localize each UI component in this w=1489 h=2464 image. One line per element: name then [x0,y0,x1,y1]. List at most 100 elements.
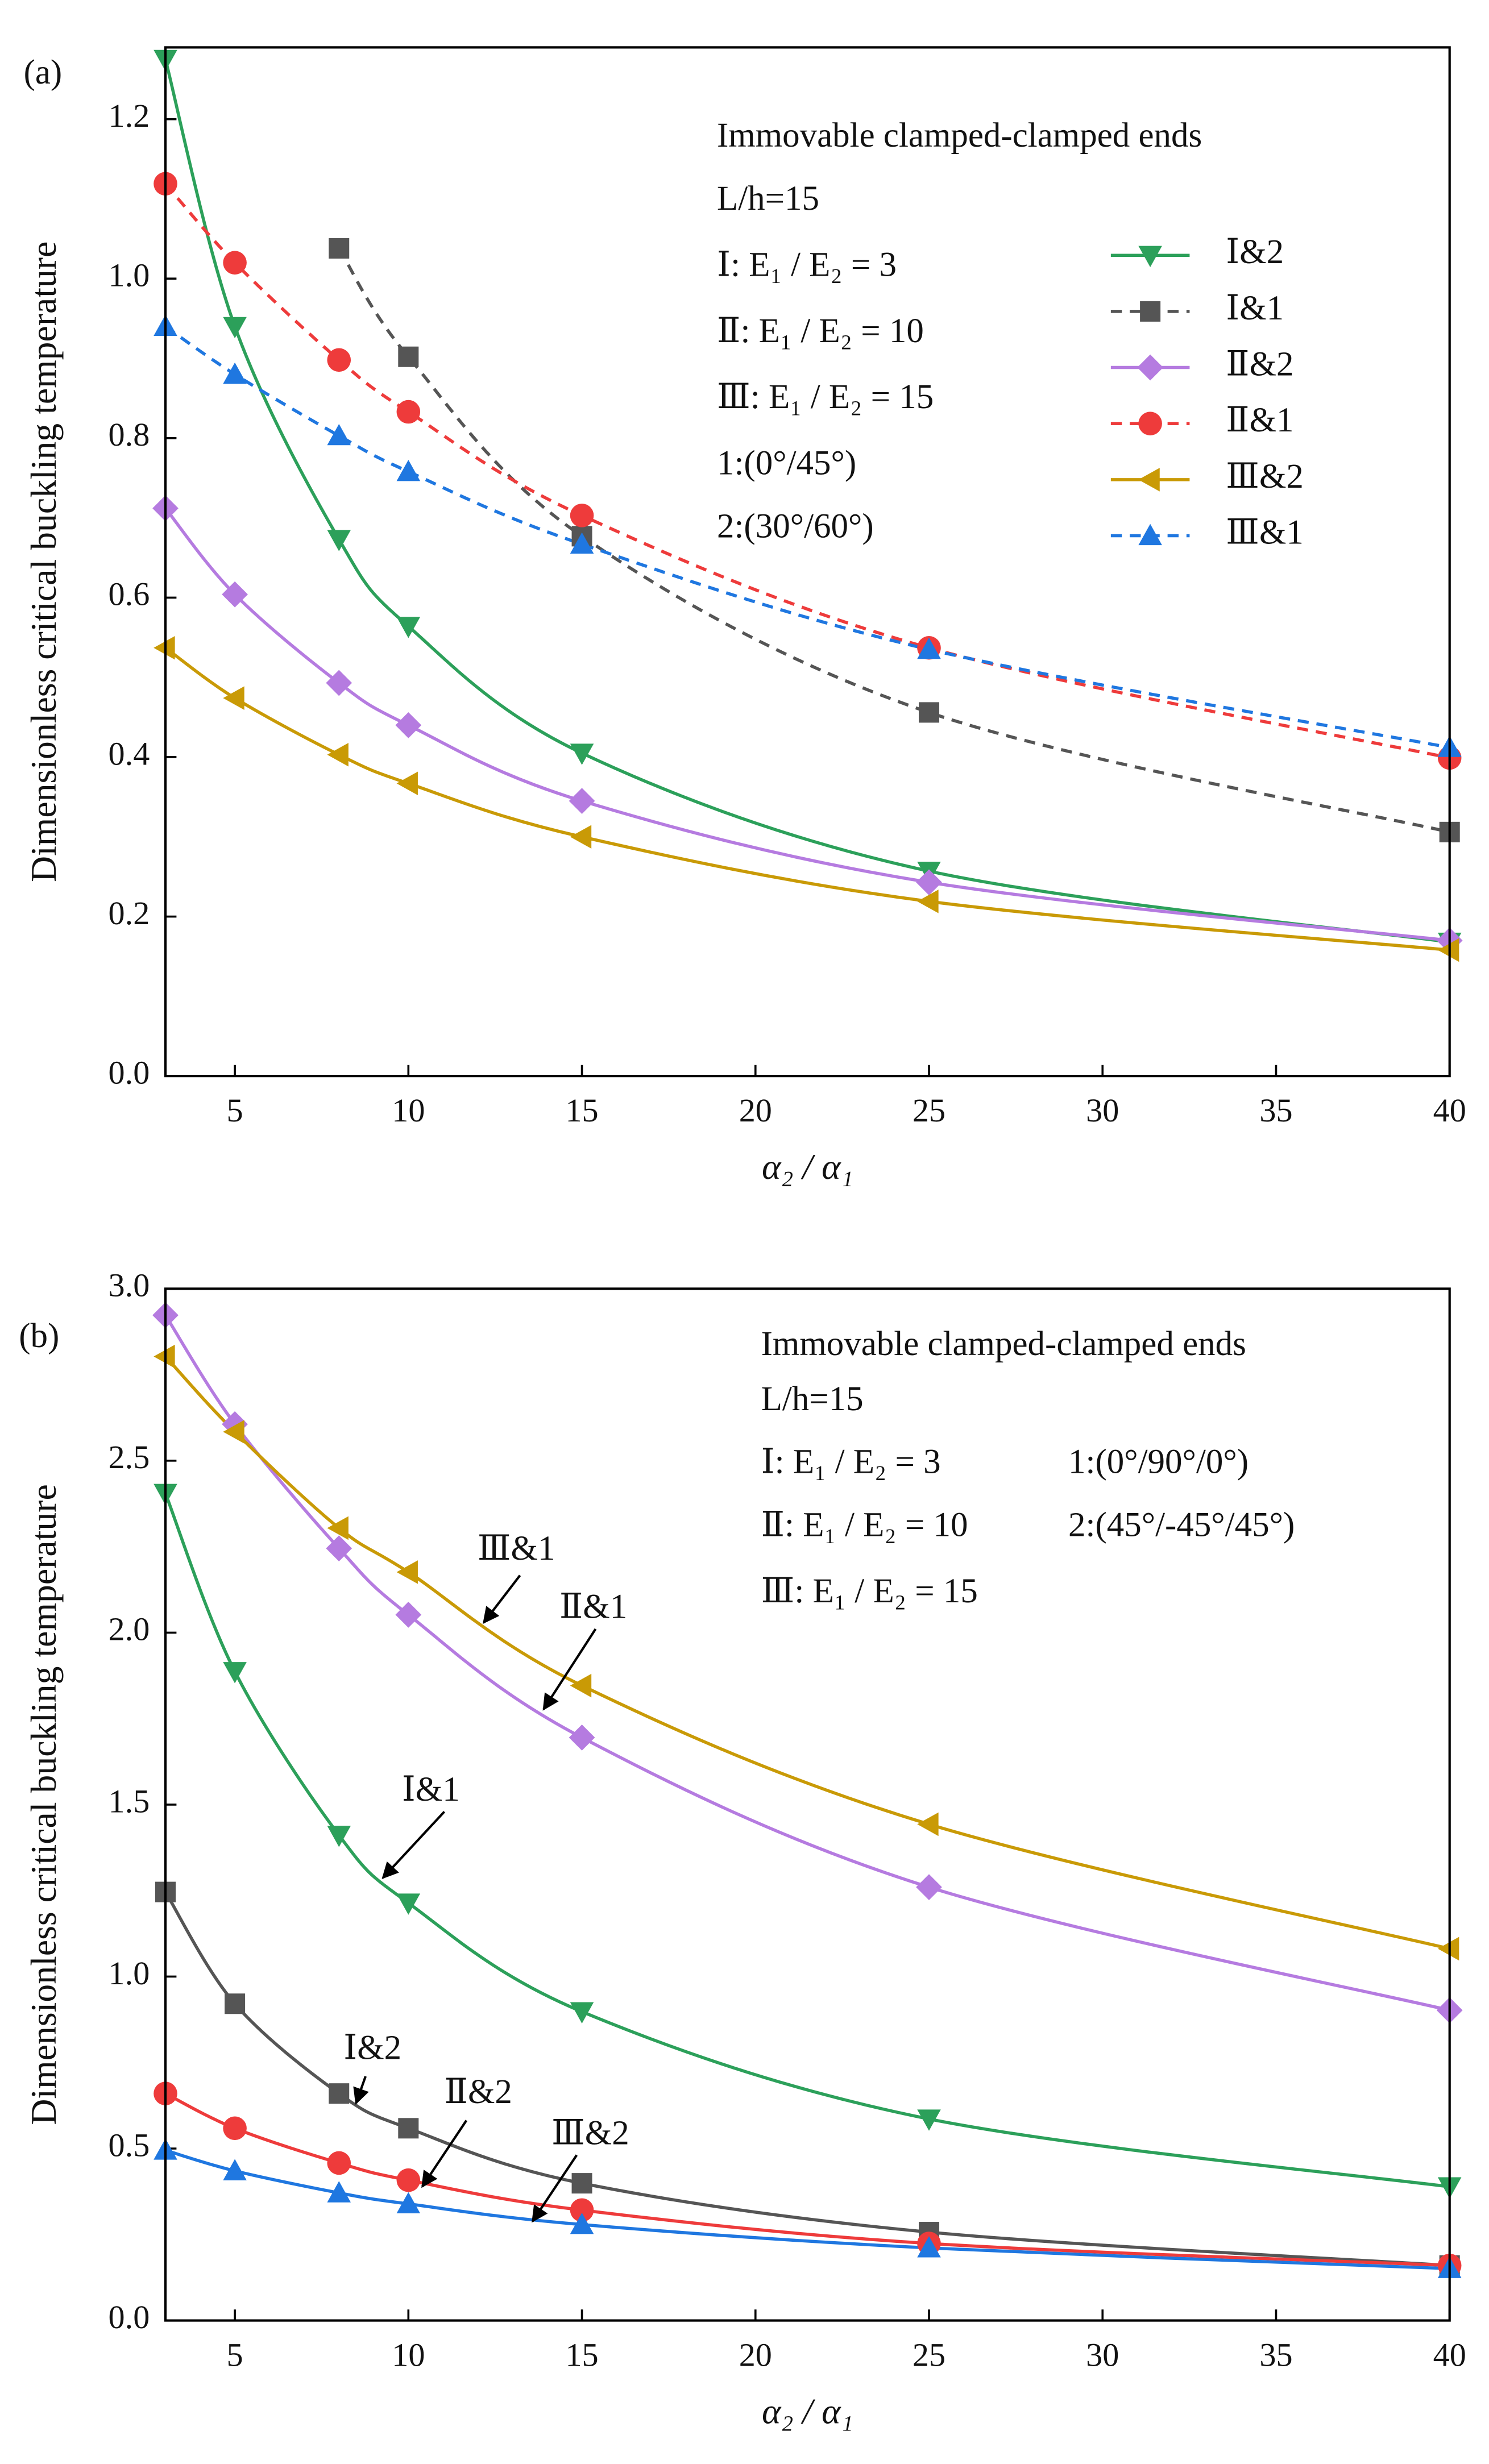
data-point [396,2192,421,2214]
curve-arrow [421,2120,468,2188]
data-point [919,702,940,723]
legend-marker [1137,354,1164,381]
data-point [396,2168,421,2192]
data-point [570,2212,594,2234]
curve-arrow [381,1810,446,1879]
annotation: Ⅱ: E₁ / E₂ = 10 [717,312,924,350]
x-tick-label: 10 [392,1092,425,1129]
data-point [223,362,247,384]
data-point [223,2116,247,2141]
plot-frame [164,46,1451,1078]
series-line [165,1355,1450,1951]
series-line [165,646,1450,952]
data-point [395,712,422,738]
annotation: Ⅲ: E₁ / E₂ = 15 [761,1572,978,1610]
data-point [917,2236,941,2258]
annotation: 1:(0°/45°) [717,444,856,483]
data-point [327,2181,351,2203]
data-point [570,2002,594,2023]
x-tick-label: 15 [565,2336,598,2373]
x-tick-label: 5 [227,2336,243,2373]
data-point [327,530,351,551]
curve-label: Ⅱ&1 [559,1588,627,1626]
y-tick-label: 1.0 [109,1955,150,1992]
curve-label: Ⅲ&2 [551,2114,629,2152]
y-tick-label: 1.2 [109,97,150,134]
data-point [327,2151,351,2175]
y-tick-label: 0.5 [109,2126,150,2163]
data-point [223,1420,244,1444]
data-point [396,617,421,638]
data-point [396,459,421,481]
annotation: Immovable clamped-clamped ends [717,117,1202,155]
y-tick-label: 0.0 [109,1054,150,1091]
legend-label: Ⅲ&1 [1226,514,1304,552]
series-line [165,507,1450,942]
series-line [337,247,1450,834]
data-point [916,869,942,896]
data-point [327,1826,351,1847]
data-point [223,2159,247,2180]
data-point [329,2083,350,2104]
x-tick-label: 40 [1433,1092,1466,1129]
data-point [329,238,350,259]
curve-label: Ⅰ&2 [343,2029,401,2067]
x-tick-label: 35 [1259,2336,1292,2373]
x-tick-label: 20 [739,1092,772,1129]
series-line [165,2149,1450,2270]
x-tick-label: 20 [739,2336,772,2373]
data-point [396,1893,421,1915]
legend-marker [1140,301,1161,322]
legend-marker [1138,523,1162,546]
data-point [571,2173,592,2194]
plot-area [165,59,1450,952]
annotation: Ⅱ: E₁ / E₂ = 10 [761,1506,968,1544]
y-tick-label: 0.6 [109,576,150,613]
data-point [917,1812,939,1836]
y-tick-label: 0.4 [109,735,150,772]
data-point [327,348,351,372]
legend-marker [1138,468,1160,492]
data-point [917,637,941,659]
data-point [327,423,351,446]
plot-area [165,1314,1450,2270]
data-point [398,2118,419,2139]
data-point [570,825,592,849]
y-tick-label: 0.2 [109,895,150,932]
y-tick-label: 0.8 [109,416,150,453]
y-tick-label: 2.0 [109,1611,150,1648]
x-axis-title: α₂ / α₁ [762,1146,853,1187]
series-line [165,2092,1450,2267]
data-point [327,1516,349,1540]
data-point [395,1602,422,1628]
data-point [569,1725,595,1751]
data-point [223,251,247,275]
y-axis-title: Dimensionless critical buckling temperat… [23,1484,64,2125]
data-point [223,1662,247,1684]
y-tick-label: 2.5 [109,1439,150,1476]
curve-arrow [532,2154,578,2223]
data-point [1437,1937,1459,1961]
curve-arrow [483,1574,521,1624]
curve-label: Ⅱ&2 [445,2073,512,2111]
data-point [917,890,939,913]
data-point [570,504,594,527]
annotation: Ⅰ: E₁ / E₂ = 3 [717,246,897,284]
data-point [570,2198,594,2222]
legend-label: Ⅰ&1 [1226,289,1284,327]
x-axis-title: α₂ / α₁ [762,2391,853,2431]
y-tick-label: 3.0 [109,1267,150,1304]
x-tick-label: 30 [1086,1092,1119,1129]
x-tick-label: 40 [1433,2336,1466,2373]
curve-label: Ⅲ&1 [478,1530,555,1568]
data-point [326,670,352,696]
data-point [222,581,248,608]
y-tick-label: 1.5 [109,1782,150,1819]
curve-arrow [542,1628,597,1711]
data-point [398,346,419,367]
series-line [165,1891,1450,2267]
curve-arrow [353,2076,369,2105]
annotation: 1:(0°/90°/0°) [1068,1443,1249,1481]
